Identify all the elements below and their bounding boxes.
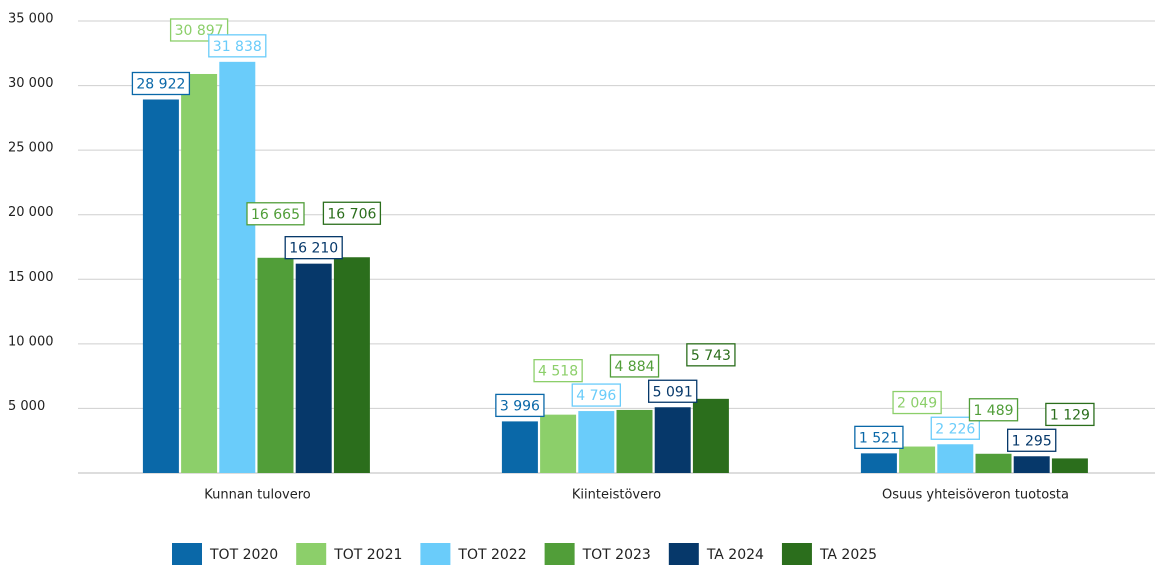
bar <box>616 409 653 473</box>
bar <box>1013 456 1050 473</box>
data-label-box <box>284 236 343 260</box>
data-label: 1 295 <box>1012 433 1052 449</box>
bar <box>181 73 218 474</box>
data-label: 4 796 <box>576 388 616 404</box>
data-label: 5 743 <box>691 348 731 364</box>
x-tick-label: Kiinteistövero <box>572 488 661 503</box>
data-label-box <box>648 379 698 403</box>
data-label-box <box>322 201 382 225</box>
data-label: 16 665 <box>251 207 300 223</box>
data-label: 2 226 <box>935 421 975 437</box>
bar <box>333 257 370 473</box>
data-label: 2 049 <box>897 396 937 412</box>
data-label: 4 518 <box>538 364 578 380</box>
data-label-box <box>930 416 980 440</box>
legend-swatch <box>172 543 202 565</box>
data-label-box <box>495 393 545 418</box>
legend-label: TOT 2022 <box>457 547 526 563</box>
bar <box>975 453 1012 473</box>
data-label-box <box>686 343 736 367</box>
data-label-box <box>246 202 305 226</box>
bar <box>540 414 577 473</box>
legend-label: TA 2024 <box>706 547 764 563</box>
legend-swatch <box>781 543 812 565</box>
bar <box>501 421 538 473</box>
y-tick-label: 5 000 <box>8 399 45 414</box>
data-label-box <box>131 71 191 96</box>
data-label: 1 129 <box>1050 407 1090 423</box>
x-tick-label: Kunnan tulovero <box>204 488 311 503</box>
y-tick-label: 30 000 <box>8 76 54 91</box>
legend-label: TOT 2023 <box>582 547 651 563</box>
bar <box>654 407 691 473</box>
data-label: 16 706 <box>327 206 376 222</box>
data-label: 1 489 <box>973 403 1013 419</box>
data-label-box <box>1007 428 1057 452</box>
bar <box>937 444 974 473</box>
y-tick-label: 10 000 <box>8 334 54 349</box>
y-tick-label: 25 000 <box>8 141 54 156</box>
bar <box>1051 458 1088 473</box>
legend-label: TOT 2021 <box>333 547 402 563</box>
legend-swatch <box>544 543 575 565</box>
data-label-box <box>609 354 660 378</box>
y-tick-label: 15 000 <box>8 270 54 285</box>
data-label: 1 521 <box>859 430 899 446</box>
data-label-box <box>892 390 942 415</box>
legend-swatch <box>668 543 699 565</box>
bar <box>219 61 256 474</box>
data-label-box <box>208 34 267 58</box>
bar <box>578 411 615 473</box>
legend-swatch <box>420 543 451 565</box>
legend-label: TOT 2020 <box>209 547 278 563</box>
bar <box>899 446 936 473</box>
legend-swatch <box>296 543 327 565</box>
y-tick-label: 35 000 <box>8 12 54 27</box>
bar <box>142 99 179 473</box>
data-label: 31 838 <box>213 39 262 55</box>
bar <box>295 263 332 473</box>
bar <box>257 257 294 473</box>
data-label: 16 210 <box>289 241 338 257</box>
data-label-box <box>854 425 904 450</box>
bar <box>860 453 897 473</box>
data-label-box <box>968 398 1019 422</box>
legend-label: TA 2025 <box>819 547 877 563</box>
data-label: 3 996 <box>500 398 540 414</box>
data-label: 4 884 <box>614 359 654 375</box>
data-label-box <box>533 359 583 383</box>
data-label-box <box>571 383 621 407</box>
x-tick-label: Osuus yhteisöveron tuotosta <box>882 488 1069 503</box>
data-label: 28 922 <box>136 76 185 92</box>
bar <box>692 398 729 473</box>
y-tick-label: 20 000 <box>8 205 54 220</box>
data-label-box <box>1045 402 1095 427</box>
data-label: 5 091 <box>653 384 693 400</box>
